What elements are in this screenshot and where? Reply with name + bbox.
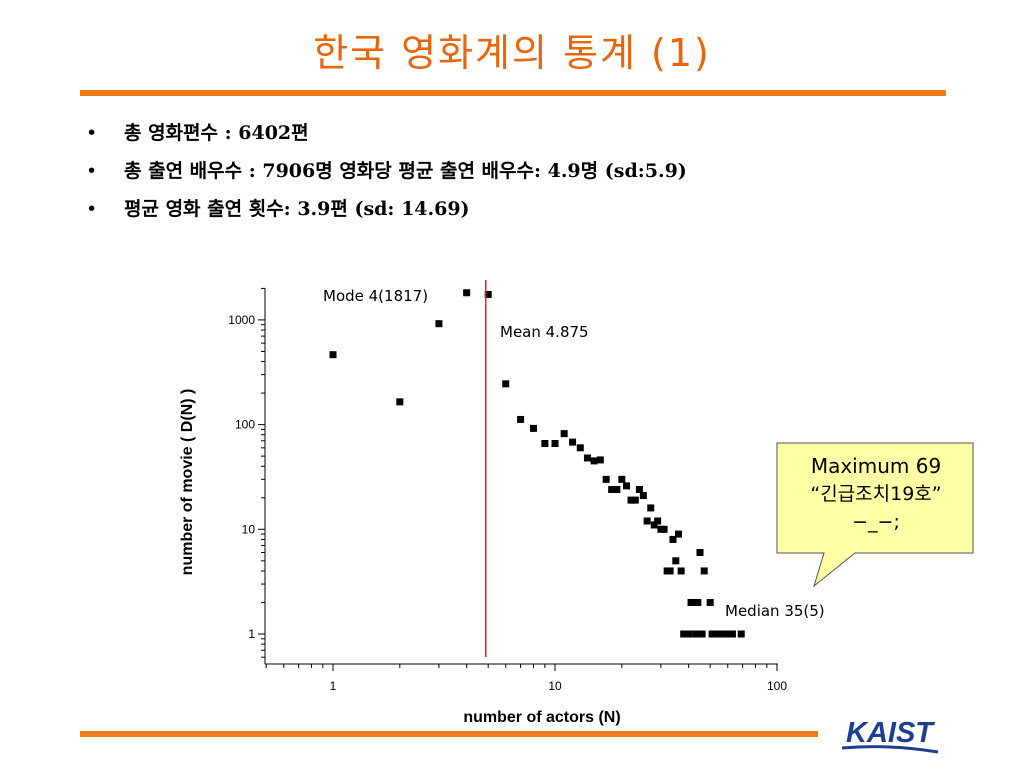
- data-point: [596, 456, 604, 464]
- bullet-text: 총 출연 배우수 : 7906명 영화당 평균 출연 배우수: 4.9명 (sd…: [124, 160, 687, 182]
- y-tick-label: 1000: [228, 313, 255, 327]
- data-point: [669, 535, 677, 543]
- bullet-item-avg-appearances: • 평균 영화 출연 횟수: 3.9편 (sd: 14.69): [86, 194, 687, 232]
- y-tick-label: 1: [248, 627, 255, 641]
- logo-swoosh: [841, 745, 939, 754]
- data-point: [650, 521, 658, 529]
- mode-annotation: Mode 4(1817): [323, 287, 428, 305]
- kaist-logo: KAIST: [841, 717, 939, 754]
- data-point: [618, 475, 626, 483]
- data-point: [737, 630, 745, 638]
- footer-rule: [80, 731, 818, 737]
- data-point: [647, 504, 655, 512]
- data-point: [635, 485, 643, 493]
- bullet-marker: •: [86, 198, 98, 220]
- data-point: [627, 496, 635, 504]
- data-point: [698, 630, 706, 638]
- data-point: [602, 475, 610, 483]
- slide-title: 한국 영화계의 통계 (1): [313, 31, 711, 75]
- data-point: [666, 567, 674, 575]
- data-point: [551, 439, 559, 447]
- x-tick-label: 100: [767, 679, 787, 693]
- bullet-text: 평균 영화 출연 횟수: 3.9편 (sd: 14.69): [124, 198, 470, 220]
- data-point: [639, 492, 647, 500]
- data-point: [484, 290, 492, 298]
- data-point: [692, 630, 700, 638]
- bullet-marker: •: [86, 122, 98, 144]
- data-point: [674, 530, 682, 538]
- bullet-text: 총 영화편수 : 6402편: [124, 122, 309, 144]
- data-point: [724, 630, 732, 638]
- bullet-item-total-actors: • 총 출연 배우수 : 7906명 영화당 평균 출연 배우수: 4.9명 (s…: [86, 156, 687, 194]
- chart-marks: [329, 289, 745, 638]
- data-point: [569, 438, 577, 446]
- data-point: [590, 457, 598, 465]
- data-point: [728, 630, 736, 638]
- data-point: [463, 289, 471, 297]
- chart-axes: 1 10 100 1000 1 10 100: [228, 287, 787, 693]
- data-point: [677, 567, 685, 575]
- data-point: [608, 485, 616, 493]
- data-point: [706, 598, 714, 606]
- data-point: [529, 424, 537, 432]
- data-point: [396, 398, 404, 406]
- data-point: [502, 380, 510, 388]
- title-underline: [80, 90, 946, 96]
- callout-text: Maximum 69 “긴급조치19호” −_−;: [782, 452, 970, 536]
- x-tick-label: 10: [548, 679, 562, 693]
- data-point: [583, 454, 591, 462]
- data-point: [694, 598, 702, 606]
- mean-annotation: Mean 4.875: [500, 323, 589, 341]
- callout-maximum: Maximum 69: [810, 454, 942, 478]
- data-point: [689, 598, 697, 606]
- data-point: [696, 549, 704, 557]
- data-point: [623, 482, 631, 490]
- data-point: [700, 567, 708, 575]
- data-point: [631, 496, 639, 504]
- callout-emoticon: −_−;: [852, 511, 900, 533]
- data-point: [708, 630, 716, 638]
- x-axis-label: number of actors (N): [463, 709, 620, 726]
- bullet-item-total-movies: • 총 영화편수 : 6402편: [86, 118, 687, 156]
- callout-movie-title: “긴급조치19호”: [810, 483, 942, 505]
- y-axis-label: number of movie ( D(N) ): [179, 389, 196, 576]
- bullet-marker: •: [86, 160, 98, 182]
- data-point: [541, 439, 549, 447]
- data-point: [712, 630, 720, 638]
- data-point: [660, 525, 668, 533]
- logo-text: KAIST: [846, 717, 935, 749]
- callout-box: [776, 442, 974, 588]
- y-tick-label: 10: [242, 522, 256, 536]
- data-point: [672, 557, 680, 565]
- data-point: [613, 485, 621, 493]
- data-point: [329, 351, 337, 359]
- x-tick-label: 1: [330, 679, 337, 693]
- median-annotation: Median 35(5): [725, 602, 825, 620]
- data-point: [576, 444, 584, 452]
- data-point: [560, 430, 568, 438]
- data-point: [685, 630, 693, 638]
- data-point: [643, 517, 651, 525]
- data-point: [435, 320, 443, 328]
- data-point: [517, 415, 525, 423]
- y-tick-label: 100: [235, 418, 255, 432]
- bullet-list: • 총 영화편수 : 6402편 • 총 출연 배우수 : 7906명 영화당 평균…: [86, 118, 687, 232]
- data-point: [654, 517, 662, 525]
